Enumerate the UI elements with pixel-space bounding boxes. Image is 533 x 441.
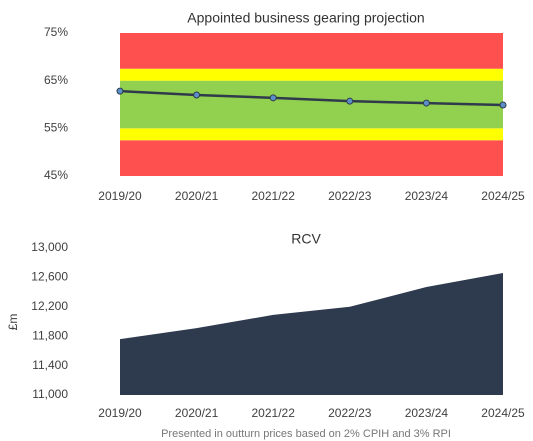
y-tick-label: 75% — [44, 25, 68, 39]
y-tick-label: 11,800 — [32, 328, 68, 342]
band — [120, 128, 503, 141]
chart-title: Appointed business gearing projection — [187, 10, 424, 26]
band — [120, 140, 503, 176]
chart-title: RCV — [291, 231, 321, 247]
y-axis-label: £m — [6, 314, 20, 331]
marker — [193, 91, 201, 99]
line — [119, 89, 504, 107]
x-tick-label: 2019/20 — [98, 189, 142, 203]
band — [120, 33, 503, 69]
y-tick-label: 13,000 — [31, 240, 68, 254]
marker — [499, 101, 507, 109]
y-tick-label: 45% — [44, 168, 68, 182]
note: Presented in outturn prices based on 2% … — [161, 428, 451, 440]
x-tick-label: 2021/22 — [252, 189, 296, 203]
x-tick-label: 2022/23 — [328, 406, 372, 420]
x-tick-label: 2024/25 — [481, 189, 525, 203]
x-tick-label: 2023/24 — [405, 189, 449, 203]
x-tick-label: 2020/21 — [175, 406, 219, 420]
y-tick-label: 11,000 — [32, 387, 68, 401]
marker — [116, 87, 124, 95]
x-tick-label: 2022/23 — [328, 189, 372, 203]
area — [120, 272, 503, 395]
y-tick-label: 55% — [44, 121, 68, 135]
x-tick-label: 2019/20 — [98, 406, 142, 420]
y-tick-label: 12,600 — [31, 270, 68, 284]
y-tick-label: 12,200 — [31, 299, 68, 313]
y-tick-label: 65% — [44, 73, 68, 87]
x-tick-label: 2021/22 — [252, 406, 296, 420]
x-tick-label: 2024/25 — [481, 406, 525, 420]
marker — [346, 97, 354, 105]
x-tick-label: 2023/24 — [405, 406, 449, 420]
band — [120, 68, 503, 81]
marker — [269, 94, 277, 102]
y-tick-label: 11,400 — [32, 358, 68, 372]
marker — [422, 99, 430, 107]
x-tick-label: 2020/21 — [175, 189, 219, 203]
